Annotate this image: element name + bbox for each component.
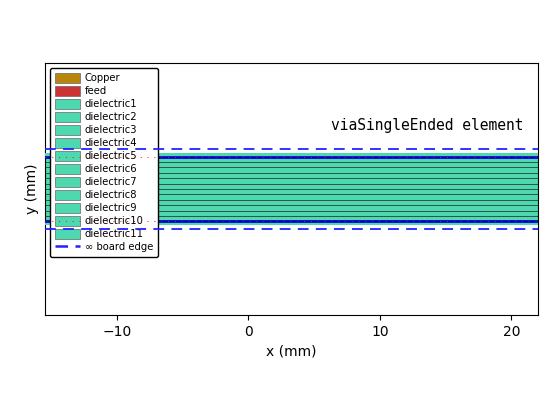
Text: viaSingleEnded element: viaSingleEnded element (330, 118, 523, 134)
Legend: Copper, feed, dielectric1, dielectric2, dielectric3, dielectric4, dielectric5, d: Copper, feed, dielectric1, dielectric2, … (50, 68, 158, 257)
Bar (45, 157, 538, 221)
Bar (45, 222, 538, 225)
Y-axis label: y (mm): y (mm) (25, 164, 39, 214)
Bar (45, 153, 538, 156)
X-axis label: x (mm): x (mm) (266, 344, 316, 358)
